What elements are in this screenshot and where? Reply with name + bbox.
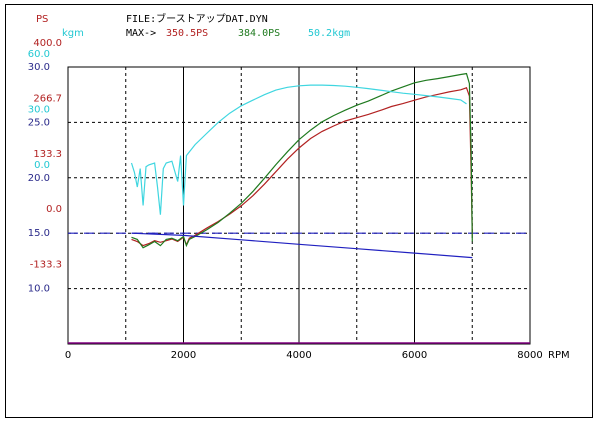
boost-tick-label: 20.0 [28, 173, 50, 184]
series-lines [68, 72, 530, 344]
ps-tick-label: 266.7 [33, 93, 62, 104]
x-tick-label: 8000 [517, 350, 542, 361]
ps-tick-label: 400.0 [33, 38, 62, 49]
boost-tick-label: 15.0 [28, 228, 50, 239]
max-ps-2-label: 384.0PS [238, 28, 280, 39]
series-line-boost_line [131, 232, 473, 259]
x-tick-label: 0 [65, 350, 71, 361]
ps-tick-label: 133.3 [33, 149, 62, 160]
kgm-unit-label: kgm [62, 28, 84, 39]
ps-unit-label: PS [36, 14, 48, 25]
kgm-tick-label: 0.0 [34, 160, 50, 171]
file-label: FILE:ブーストアップDAT.DYN [126, 12, 268, 25]
boost-tick-label: 25.0 [28, 117, 50, 128]
x-tick-label: 6000 [402, 350, 427, 361]
boost-tick-label: 30.0 [28, 62, 50, 73]
max-label: MAX-> [126, 28, 156, 39]
kgm-tick-label: 30.0 [28, 104, 50, 115]
ps-tick-label: -133.3 [30, 260, 62, 271]
x-axis-label: RPM [548, 350, 570, 361]
series-line-series1 [131, 87, 473, 247]
max-ps-1-label: 350.5PS [166, 28, 208, 39]
x-axis-ticks: 0 2000 4000 6000 8000 [65, 350, 543, 361]
series-line-series2 [131, 72, 473, 249]
max-kgm-label: 50.2kgm [308, 28, 350, 39]
x-tick-label: 2000 [171, 350, 196, 361]
chart-grid [67, 66, 531, 345]
series-line-torque [130, 84, 467, 215]
x-tick-label: 4000 [286, 350, 311, 361]
y-axis-ticks: 400.060.030.0266.730.025.0133.30.020.00.… [28, 38, 62, 295]
kgm-tick-label: 60.0 [28, 49, 50, 60]
ps-tick-label: 0.0 [46, 204, 62, 215]
boost-tick-label: 10.0 [28, 284, 50, 295]
